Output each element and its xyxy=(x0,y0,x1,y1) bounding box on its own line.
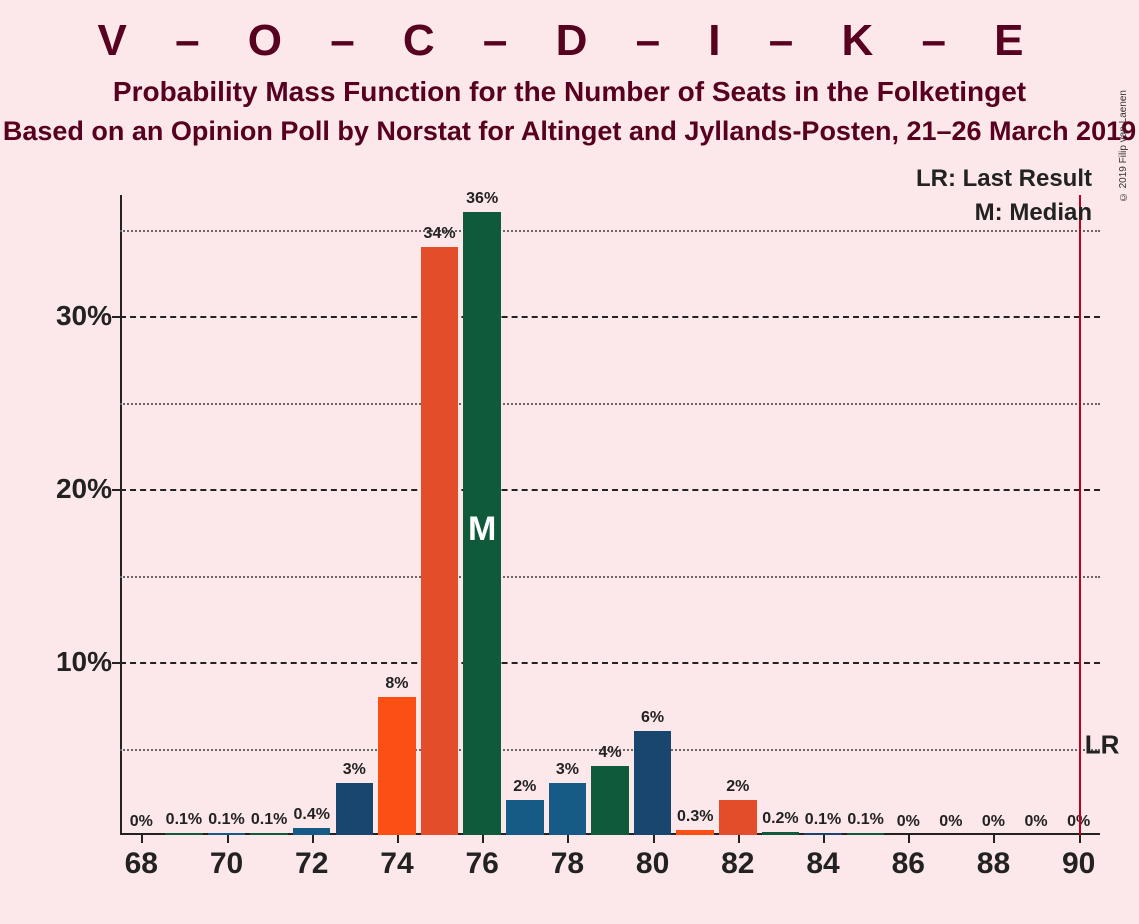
bar-value-label: 0% xyxy=(897,813,920,831)
bar-value-label: 0% xyxy=(1025,813,1048,831)
bar-value-label: 0.2% xyxy=(762,810,798,828)
x-tick-mark xyxy=(908,835,910,843)
bar-value-label: 36% xyxy=(466,190,498,208)
bar xyxy=(634,731,671,835)
legend-median: M: Median xyxy=(975,199,1092,227)
x-tick-mark xyxy=(1079,835,1081,843)
x-tick-mark xyxy=(653,835,655,843)
bar-value-label: 0% xyxy=(130,813,153,831)
grid-major xyxy=(120,489,1100,491)
x-tick-mark xyxy=(312,835,314,843)
title-sub1: Probability Mass Function for the Number… xyxy=(0,76,1139,108)
y-axis xyxy=(120,195,122,835)
x-tick-label: 88 xyxy=(977,847,1010,881)
y-tick-mark xyxy=(112,662,120,664)
x-tick-label: 78 xyxy=(551,847,584,881)
bar xyxy=(208,833,245,835)
bar-value-label: 4% xyxy=(598,744,621,762)
bar-value-label: 8% xyxy=(385,675,408,693)
bar-value-label: 0.1% xyxy=(251,811,287,829)
bar xyxy=(549,783,586,835)
x-tick-label: 76 xyxy=(465,847,498,881)
y-tick-label: 10% xyxy=(22,646,112,678)
bar-value-label: 0.3% xyxy=(677,808,713,826)
x-tick-mark xyxy=(141,835,143,843)
bar-value-label: 0.1% xyxy=(208,811,244,829)
x-tick-mark xyxy=(993,835,995,843)
bar-value-label: 0% xyxy=(939,813,962,831)
bar xyxy=(591,766,628,835)
bar xyxy=(165,833,202,835)
lr-axis-label: LR xyxy=(1085,730,1120,761)
bar-value-label: 2% xyxy=(513,778,536,796)
x-tick-label: 84 xyxy=(806,847,839,881)
bar xyxy=(506,800,543,835)
chart-canvas: V – O – C – D – I – K – E Probability Ma… xyxy=(0,0,1139,924)
bar xyxy=(676,830,713,835)
x-tick-label: 90 xyxy=(1062,847,1095,881)
x-tick-mark xyxy=(823,835,825,843)
title-sub2: Based on an Opinion Poll by Norstat for … xyxy=(0,116,1139,147)
x-tick-label: 70 xyxy=(210,847,243,881)
bar-value-label: 0.4% xyxy=(294,806,330,824)
bar-value-label: 2% xyxy=(726,778,749,796)
bar xyxy=(250,833,287,835)
legend-lr: LR: Last Result xyxy=(916,165,1092,193)
bar xyxy=(804,833,841,835)
y-tick-label: 20% xyxy=(22,473,112,505)
copyright-label: © 2019 Filip van Laenen xyxy=(1118,90,1129,202)
x-tick-label: 86 xyxy=(892,847,925,881)
bar xyxy=(421,247,458,835)
bar-value-label: 34% xyxy=(424,225,456,243)
x-tick-mark xyxy=(482,835,484,843)
plot-area: 10%20%30%6870727476788082848688900%0.1%0… xyxy=(120,195,1100,835)
y-tick-mark xyxy=(112,316,120,318)
bar-value-label: 0.1% xyxy=(847,811,883,829)
x-tick-label: 80 xyxy=(636,847,669,881)
x-tick-label: 74 xyxy=(380,847,413,881)
x-tick-mark xyxy=(567,835,569,843)
grid-major xyxy=(120,662,1100,664)
bar-value-label: 0.1% xyxy=(166,811,202,829)
bar xyxy=(293,828,330,835)
bar xyxy=(719,800,756,835)
grid-major xyxy=(120,316,1100,318)
x-tick-mark xyxy=(397,835,399,843)
bar-value-label: 0.1% xyxy=(805,811,841,829)
y-tick-mark xyxy=(112,489,120,491)
bar xyxy=(378,697,415,835)
bar xyxy=(336,783,373,835)
median-marker: M xyxy=(468,510,496,549)
bar xyxy=(762,832,799,835)
x-tick-mark xyxy=(738,835,740,843)
grid-minor xyxy=(120,230,1100,232)
bar xyxy=(847,833,884,835)
grid-minor xyxy=(120,576,1100,578)
bar-value-label: 3% xyxy=(343,761,366,779)
x-tick-label: 68 xyxy=(125,847,158,881)
bar-value-label: 0% xyxy=(982,813,1005,831)
bar-value-label: 6% xyxy=(641,709,664,727)
grid-minor xyxy=(120,403,1100,405)
x-tick-label: 82 xyxy=(721,847,754,881)
x-tick-label: 72 xyxy=(295,847,328,881)
bar-value-label: 3% xyxy=(556,761,579,779)
y-tick-label: 30% xyxy=(22,300,112,332)
title-main: V – O – C – D – I – K – E xyxy=(0,16,1139,66)
x-tick-mark xyxy=(227,835,229,843)
last-result-line xyxy=(1079,195,1081,835)
